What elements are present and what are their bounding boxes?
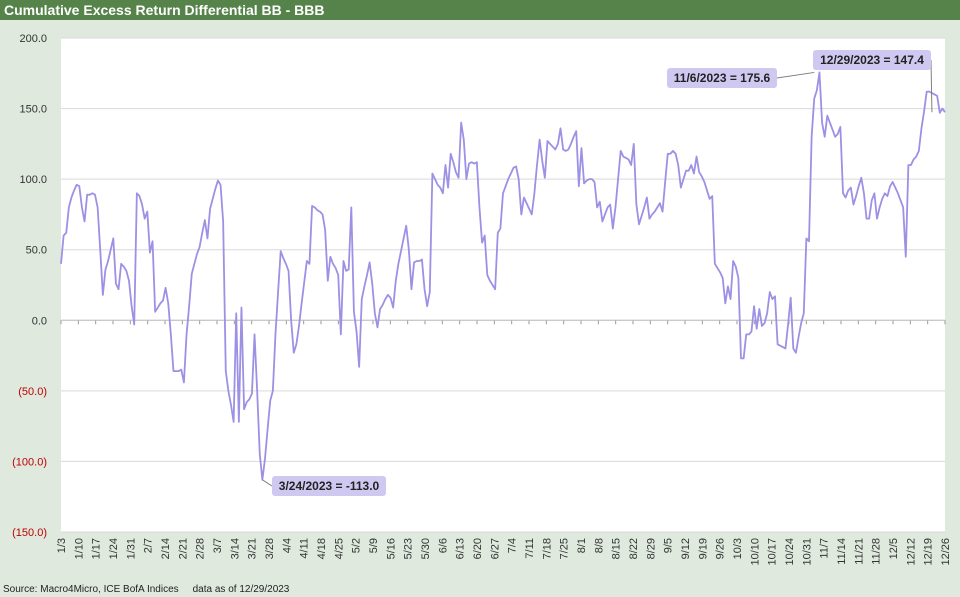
callout-leader <box>930 59 933 113</box>
x-tick-label: 1/31 <box>125 538 137 559</box>
x-tick-label: 11/7 <box>819 538 831 559</box>
x-tick-label: 3/21 <box>247 538 259 559</box>
x-tick-label: 6/13 <box>455 538 467 559</box>
x-tick-label: 1/24 <box>108 538 120 559</box>
x-tick-label: 11/28 <box>871 538 883 565</box>
x-tick-label: 3/28 <box>264 538 276 559</box>
y-tick-label: (150.0) <box>12 527 47 539</box>
x-tick-label: 7/25 <box>559 538 571 559</box>
footer: Source: Macro4Micro, ICE BofA Indices dat… <box>3 584 289 595</box>
series-line <box>60 71 946 481</box>
x-tick-label: 12/5 <box>888 538 900 559</box>
x-tick-label: 11/14 <box>836 538 848 565</box>
plot-area <box>61 38 945 532</box>
x-tick-label: 9/5 <box>663 538 675 553</box>
x-tick-label: 4/25 <box>333 538 345 559</box>
callout-box <box>667 68 777 88</box>
callout-label: 3/24/2023 = -113.0 <box>279 479 380 493</box>
callout-box <box>813 50 931 70</box>
x-tick-label: 12/12 <box>905 538 917 566</box>
x-tick-label: 8/1 <box>576 538 588 553</box>
callout-label: 12/29/2023 = 147.4 <box>820 53 924 67</box>
x-tick-label: 4/18 <box>316 538 328 559</box>
x-tick-label: 7/11 <box>524 538 536 559</box>
x-tick-label: 5/30 <box>420 538 432 559</box>
x-tick-label: 2/7 <box>143 538 155 553</box>
x-tick-label: 2/14 <box>160 538 172 559</box>
x-tick-label: 10/10 <box>749 538 761 566</box>
x-tick-label: 4/4 <box>281 538 293 553</box>
x-tick-label: 6/20 <box>472 538 484 559</box>
as-of-note: data as of 12/29/2023 <box>192 584 290 595</box>
x-tick-label: 6/6 <box>437 538 449 553</box>
y-tick-label: 50.0 <box>26 245 47 257</box>
callout-leader <box>776 71 815 79</box>
x-tick-label: 5/9 <box>368 538 380 553</box>
x-tick-label: 11/21 <box>853 538 865 565</box>
y-tick-label: 100.0 <box>19 174 47 186</box>
x-tick-label: 1/3 <box>56 538 68 553</box>
x-tick-label: 8/8 <box>593 538 605 553</box>
x-tick-label: 1/17 <box>91 538 103 559</box>
x-tick-label: 12/26 <box>940 538 952 566</box>
x-tick-label: 3/14 <box>229 538 241 559</box>
line-chart: 200.0 150.0 100.0 50.0 0.0 (50.0) (100.0) (150.… <box>12 33 952 566</box>
title-bar: Cumulative Excess Return Differential BB… <box>0 0 960 20</box>
y-tick-label: 150.0 <box>19 104 47 116</box>
x-tick-label: 4/11 <box>299 538 311 559</box>
x-tick-label: 9/19 <box>697 538 709 559</box>
x-tick-label: 7/18 <box>541 538 553 559</box>
x-tick-label: 2/21 <box>177 538 189 559</box>
x-tick-label: 2/28 <box>195 538 207 559</box>
callout-label: 11/6/2023 = 175.6 <box>674 71 771 85</box>
x-tick-label: 5/16 <box>385 538 397 559</box>
y-tick-label: 0.0 <box>32 315 47 327</box>
source-note: Source: Macro4Micro, ICE BofA Indices <box>3 584 179 595</box>
callout-leader <box>262 479 273 487</box>
x-tick-label: 9/12 <box>680 538 692 559</box>
x-tick-label: 1/10 <box>73 538 85 559</box>
x-tick-label: 3/7 <box>212 538 224 553</box>
x-tick-label: 10/24 <box>784 538 796 566</box>
x-tick-label: 8/22 <box>628 538 640 559</box>
x-tick-label: 10/17 <box>767 538 779 566</box>
x-tick-label: 5/23 <box>403 538 415 559</box>
callout-box <box>272 476 386 496</box>
x-tick-label: 12/19 <box>923 538 935 566</box>
x-tick-label: 10/3 <box>732 538 744 559</box>
x-tick-label: 9/26 <box>715 538 727 559</box>
x-tick-label: 5/2 <box>351 538 363 553</box>
y-tick-label: 200.0 <box>19 33 47 45</box>
y-tick-label: (100.0) <box>12 456 47 468</box>
chart-title: Cumulative Excess Return Differential BB… <box>4 2 325 18</box>
x-tick-label: 6/27 <box>489 538 501 559</box>
x-tick-label: 8/29 <box>645 538 657 559</box>
x-tick-label: 10/31 <box>801 538 813 566</box>
x-tick-label: 8/15 <box>611 538 623 559</box>
y-tick-label: (50.0) <box>18 386 47 398</box>
x-tick-label: 7/4 <box>507 538 519 553</box>
